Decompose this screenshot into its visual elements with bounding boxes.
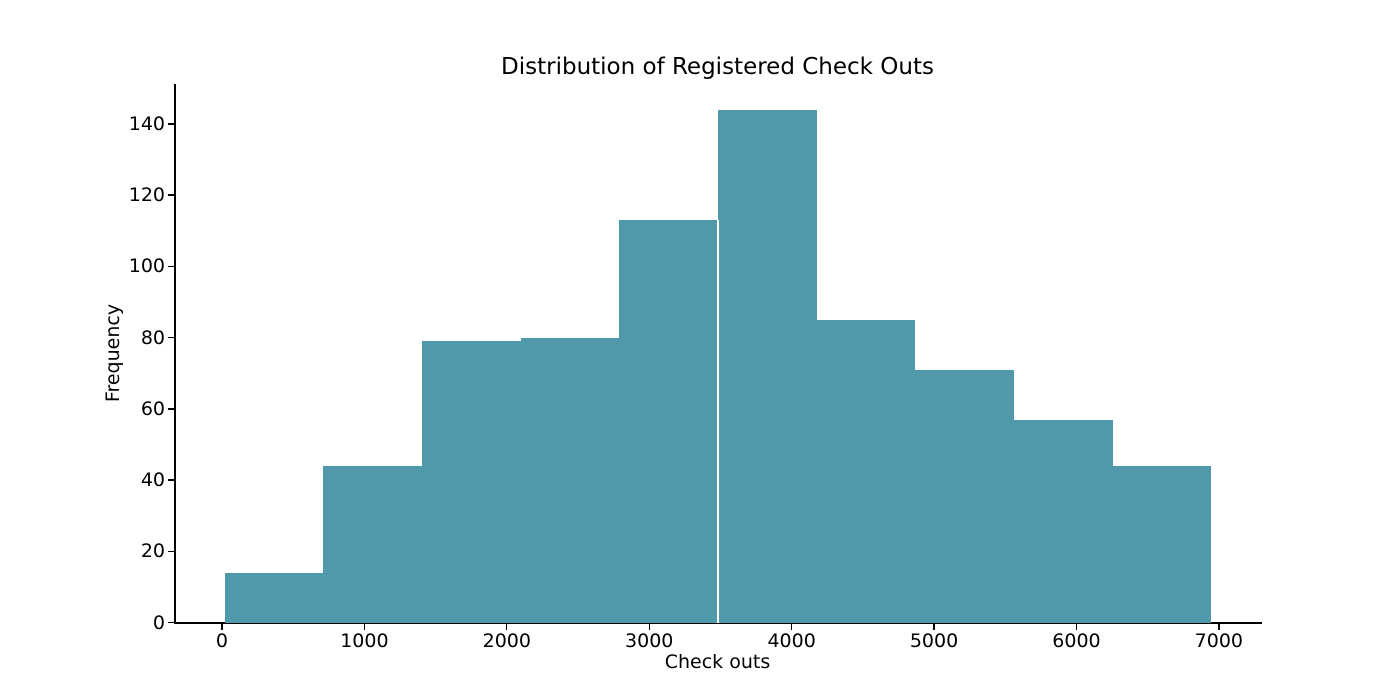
- x-tick-mark: [648, 623, 650, 631]
- chart-title: Distribution of Registered Check Outs: [501, 54, 934, 80]
- histogram-bar: [224, 572, 324, 623]
- histogram-bar: [1112, 465, 1212, 623]
- y-tick-label: 80: [140, 326, 165, 349]
- y-tick-label: 140: [128, 112, 165, 135]
- y-tick-mark: [167, 550, 175, 552]
- x-tick-mark: [221, 623, 223, 631]
- x-tick-mark: [1075, 623, 1078, 631]
- y-axis-label: Frequency: [102, 303, 124, 403]
- x-tick-label: 5000: [909, 630, 959, 652]
- x-tick-label: 4000: [767, 630, 816, 652]
- y-tick-label: 0: [152, 611, 165, 634]
- y-tick-label: 120: [128, 184, 165, 207]
- x-axis-spine: [174, 622, 1262, 624]
- histogram-bar: [816, 319, 916, 623]
- x-tick-label: 3000: [625, 630, 674, 652]
- y-tick-label: 20: [140, 540, 165, 563]
- x-tick-label: 7000: [1194, 630, 1244, 652]
- histogram-bar: [619, 220, 718, 623]
- y-tick-mark: [167, 265, 175, 268]
- y-tick-label: 100: [128, 255, 165, 278]
- histogram-bar: [1013, 419, 1113, 623]
- x-tick-label: 2000: [482, 630, 531, 652]
- histogram-bar: [718, 109, 817, 623]
- x-tick-label: 1000: [340, 630, 389, 652]
- x-tick-mark: [933, 623, 935, 631]
- y-tick-mark: [167, 336, 175, 339]
- y-tick-mark: [167, 621, 175, 624]
- plot-area: [176, 84, 1261, 623]
- x-tick-label: 0: [215, 630, 229, 652]
- bin-divider-line: [717, 220, 719, 623]
- y-tick-label: 40: [140, 469, 165, 492]
- histogram-bar: [323, 465, 423, 623]
- x-tick-mark: [506, 623, 508, 631]
- y-axis-spine: [174, 83, 176, 624]
- y-tick-mark: [167, 194, 175, 196]
- x-axis-label: Check outs: [664, 651, 771, 673]
- x-tick-mark: [1218, 623, 1220, 631]
- x-tick-label: 6000: [1052, 630, 1101, 652]
- histogram-bar: [915, 369, 1014, 623]
- y-tick-mark: [167, 408, 175, 410]
- y-tick-mark: [167, 123, 175, 125]
- histogram-bar: [422, 341, 521, 623]
- y-tick-mark: [167, 479, 175, 481]
- histogram-bar: [520, 337, 620, 623]
- x-tick-mark: [790, 623, 793, 631]
- x-tick-mark: [363, 623, 366, 631]
- y-tick-label: 60: [140, 397, 165, 420]
